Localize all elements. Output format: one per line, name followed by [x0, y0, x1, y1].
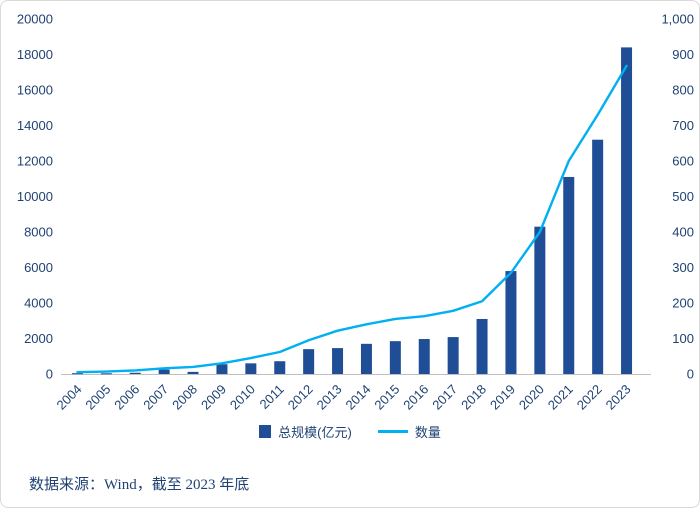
chart-legend: 总规模(亿元) 数量 — [1, 421, 699, 441]
legend-line-label: 数量 — [414, 424, 441, 440]
bar-2009 — [216, 364, 228, 374]
x-axis-label-2022: 2022 — [574, 382, 605, 413]
bar-2005 — [100, 373, 112, 375]
left-axis-tick-label: 4000 — [24, 296, 53, 311]
x-axis-label-2012: 2012 — [285, 382, 316, 413]
x-axis-label-2004: 2004 — [54, 382, 85, 413]
bar-2021 — [563, 176, 575, 374]
count-line — [76, 64, 628, 374]
x-axis-label-2021: 2021 — [545, 382, 576, 413]
x-axis-label-2008: 2008 — [169, 382, 200, 413]
right-axis-tick-label: 100 — [672, 331, 694, 346]
x-axis-label-2018: 2018 — [458, 382, 489, 413]
left-axis-tick-label: 8000 — [24, 225, 53, 240]
bar-2004 — [71, 373, 83, 375]
combo-chart-svg: 0200040006000800010000120001400016000180… — [17, 12, 694, 413]
left-axis-tick-label: 6000 — [24, 260, 53, 275]
legend-line-swatch — [377, 429, 408, 433]
left-axis-tick-label: 18000 — [17, 47, 53, 62]
right-axis-tick-label: 0 — [687, 367, 694, 382]
x-axis-label-2020: 2020 — [516, 382, 547, 413]
right-axis-tick-label: 500 — [672, 189, 694, 204]
bar-2014 — [360, 343, 372, 374]
bar-2006 — [129, 372, 141, 374]
bar-2016 — [418, 339, 430, 374]
x-axis-label-2023: 2023 — [603, 382, 634, 413]
legend-bar-label: 总规模(亿元) — [278, 424, 352, 440]
bar-2007 — [158, 369, 170, 374]
left-axis-tick-label: 12000 — [17, 154, 53, 169]
bar-2008 — [187, 371, 199, 374]
bar-2010 — [245, 363, 257, 374]
legend-item-count: 数量 — [377, 422, 441, 441]
bar-2019 — [505, 271, 517, 374]
x-axis-label-2013: 2013 — [314, 382, 345, 413]
left-axis-tick-label: 2000 — [24, 331, 53, 346]
x-axis-label-2015: 2015 — [371, 382, 402, 413]
bar-2022 — [592, 139, 604, 374]
right-axis-tick-label: 400 — [672, 225, 694, 240]
x-axis-label-2017: 2017 — [429, 382, 460, 413]
legend-bar-swatch — [259, 424, 272, 438]
right-axis-tick-label: 300 — [672, 260, 694, 275]
x-axis-label-2019: 2019 — [487, 382, 518, 413]
x-axis-label-2006: 2006 — [111, 382, 142, 413]
right-axis-tick-label: 1,000 — [661, 12, 694, 27]
x-axis-label-2009: 2009 — [198, 382, 229, 413]
left-axis-tick-label: 0 — [46, 367, 53, 382]
x-axis-label-2010: 2010 — [227, 382, 258, 413]
x-axis-label-2005: 2005 — [82, 382, 113, 413]
left-axis-tick-label: 14000 — [17, 118, 53, 133]
x-axis-label-2007: 2007 — [140, 382, 171, 413]
right-axis-tick-label: 700 — [672, 118, 694, 133]
right-axis-tick-label: 200 — [672, 296, 694, 311]
bar-2018 — [476, 318, 488, 374]
legend-item-total-scale: 总规模(亿元) — [259, 422, 352, 441]
bar-2020 — [534, 226, 546, 374]
bar-2017 — [447, 337, 459, 374]
bar-2011 — [274, 361, 286, 374]
left-axis-tick-label: 16000 — [17, 83, 53, 98]
right-axis-tick-label: 600 — [672, 154, 694, 169]
left-axis-tick-label: 20000 — [17, 12, 53, 27]
bar-2013 — [332, 348, 344, 374]
bar-2023 — [621, 47, 633, 375]
x-axis-label-2014: 2014 — [343, 382, 374, 413]
source-note: 数据来源：Wind，截至 2023 年底 — [29, 477, 250, 493]
bar-2012 — [303, 349, 315, 374]
x-axis-label-2011: 2011 — [256, 382, 286, 412]
bar-2015 — [389, 341, 401, 374]
right-axis-tick-label: 800 — [672, 83, 694, 98]
x-axis-label-2016: 2016 — [400, 382, 431, 413]
left-axis-tick-label: 10000 — [17, 189, 53, 204]
right-axis-tick-label: 900 — [672, 47, 694, 62]
